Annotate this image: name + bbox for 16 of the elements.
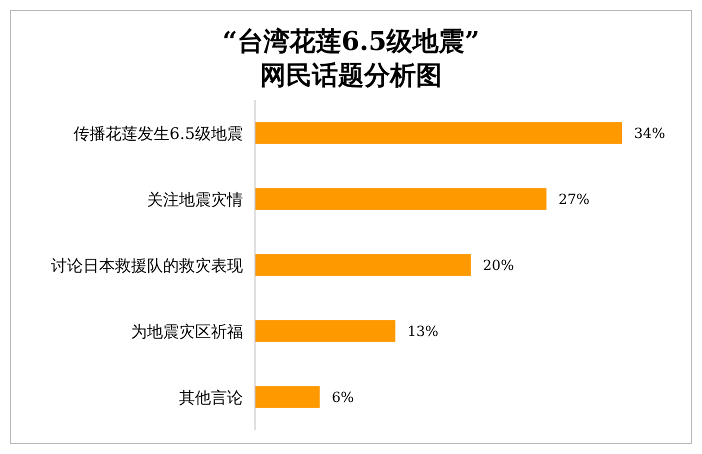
y-tick-label: 传播花莲发生6.5级地震 bbox=[74, 124, 243, 143]
bar bbox=[255, 122, 622, 144]
bar bbox=[255, 188, 546, 210]
chart-title: “台湾花莲6.5级地震” 网民话题分析图 bbox=[222, 27, 480, 91]
data-label: 13% bbox=[407, 324, 438, 340]
bar bbox=[255, 254, 471, 276]
data-label: 27% bbox=[558, 192, 590, 208]
y-tick-label: 讨论日本救援队的救灾表现 bbox=[51, 256, 243, 275]
y-tick-label: 其他言论 bbox=[179, 388, 243, 407]
data-label: 6% bbox=[332, 390, 354, 406]
data-label: 20% bbox=[482, 258, 514, 274]
y-tick-label: 为地震灾区祈福 bbox=[131, 322, 243, 341]
bar bbox=[255, 386, 320, 408]
bar bbox=[255, 320, 396, 342]
y-tick-label: 关注地震灾情 bbox=[147, 190, 243, 209]
data-label: 34% bbox=[634, 126, 666, 142]
